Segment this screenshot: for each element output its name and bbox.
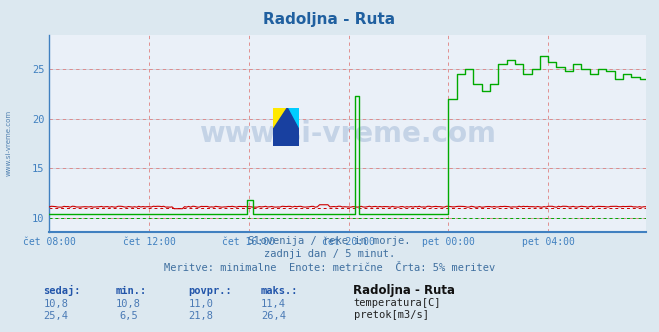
Text: maks.:: maks.: (260, 286, 298, 296)
Text: 10,8: 10,8 (116, 299, 141, 309)
Text: zadnji dan / 5 minut.: zadnji dan / 5 minut. (264, 249, 395, 259)
Polygon shape (273, 108, 287, 129)
Text: 6,5: 6,5 (119, 311, 138, 321)
Polygon shape (273, 108, 299, 146)
Text: Radoljna - Ruta: Radoljna - Ruta (353, 284, 455, 297)
Text: 25,4: 25,4 (43, 311, 69, 321)
Text: min.:: min.: (115, 286, 146, 296)
Text: www.si-vreme.com: www.si-vreme.com (199, 120, 496, 148)
Text: Meritve: minimalne  Enote: metrične  Črta: 5% meritev: Meritve: minimalne Enote: metrične Črta:… (164, 263, 495, 273)
Text: Slovenija / reke in morje.: Slovenija / reke in morje. (248, 236, 411, 246)
Text: povpr.:: povpr.: (188, 286, 231, 296)
Text: sedaj:: sedaj: (43, 285, 80, 296)
Text: 26,4: 26,4 (261, 311, 286, 321)
Text: www.si-vreme.com: www.si-vreme.com (5, 110, 12, 176)
Text: 11,0: 11,0 (188, 299, 214, 309)
Text: Radoljna - Ruta: Radoljna - Ruta (264, 12, 395, 27)
Text: temperatura[C]: temperatura[C] (354, 298, 442, 308)
Text: 21,8: 21,8 (188, 311, 214, 321)
Text: 10,8: 10,8 (43, 299, 69, 309)
Polygon shape (287, 108, 299, 129)
Text: 11,4: 11,4 (261, 299, 286, 309)
Text: pretok[m3/s]: pretok[m3/s] (354, 310, 429, 320)
